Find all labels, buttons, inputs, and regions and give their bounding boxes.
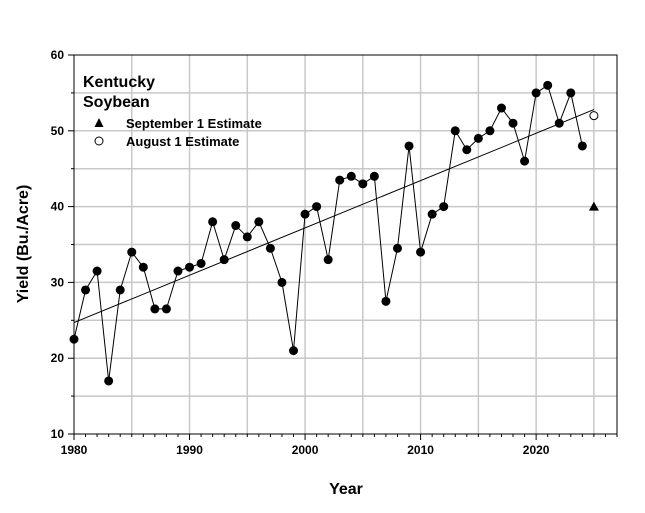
y-axis-label: Yield (Bu./Acre) <box>15 185 32 304</box>
data-point <box>138 262 148 272</box>
data-point <box>543 80 553 90</box>
data-point <box>300 209 310 219</box>
data-point <box>115 285 125 295</box>
data-point <box>554 118 564 128</box>
data-point <box>92 266 102 276</box>
x-tick-label: 2020 <box>523 443 550 457</box>
x-axis-label: Year <box>329 481 363 498</box>
x-tick-label: 2010 <box>407 443 434 457</box>
legend-label-september: September 1 Estimate <box>126 116 262 131</box>
x-tick-label: 1980 <box>61 443 88 457</box>
trend-line <box>73 109 595 324</box>
data-point <box>577 141 587 151</box>
data-point <box>416 247 426 257</box>
data-point <box>566 88 576 98</box>
data-point <box>196 258 206 268</box>
data-point <box>150 304 160 314</box>
data-point <box>381 296 391 306</box>
data-point <box>219 255 229 265</box>
data-point <box>254 217 264 227</box>
data-point <box>69 334 79 344</box>
data-point <box>277 277 287 287</box>
data-point <box>404 141 414 151</box>
chart-title-line-2: Soybean <box>83 94 150 111</box>
data-point <box>208 217 218 227</box>
data-point <box>346 171 356 181</box>
chart-title-line-1: Kentucky <box>83 74 155 91</box>
x-tick-label: 2000 <box>292 443 319 457</box>
y-tick-label: 50 <box>51 124 65 138</box>
data-point <box>450 126 460 136</box>
data-point <box>439 202 449 212</box>
data-point <box>173 266 183 276</box>
legend-marker-triangle <box>94 118 104 127</box>
data-point <box>485 126 495 136</box>
x-tick-label: 1990 <box>176 443 203 457</box>
marks <box>69 80 599 386</box>
data-point <box>427 209 437 219</box>
september-estimate-point <box>588 201 599 211</box>
y-tick-label: 10 <box>51 427 65 441</box>
data-point <box>323 255 333 265</box>
y-tick-label: 20 <box>51 351 65 365</box>
data-point <box>289 346 299 356</box>
y-tick-label: 40 <box>51 200 65 214</box>
data-point <box>161 304 171 314</box>
data-point <box>369 171 379 181</box>
data-point <box>496 103 506 113</box>
data-point <box>473 133 483 143</box>
data-point <box>520 156 530 166</box>
grid <box>74 55 617 434</box>
data-point <box>265 243 275 253</box>
data-point <box>335 175 345 185</box>
y-tick-label: 30 <box>51 275 65 289</box>
data-point <box>127 247 137 257</box>
data-point <box>185 262 195 272</box>
august-estimate-point <box>589 111 599 121</box>
legend: September 1 Estimate August 1 Estimate <box>94 116 262 149</box>
y-tick-label: 60 <box>51 48 65 62</box>
data-point <box>104 376 114 386</box>
axes: 1980 1990 2000 2010 2020 10 20 30 40 50 60 <box>51 48 618 457</box>
data-point <box>242 232 252 242</box>
legend-marker-open-circle <box>94 136 104 146</box>
data-point <box>462 145 472 155</box>
data-point <box>508 118 518 128</box>
data-point <box>81 285 91 295</box>
data-point <box>312 202 322 212</box>
data-point <box>358 179 368 189</box>
data-point <box>231 221 241 231</box>
data-point <box>531 88 541 98</box>
data-point <box>392 243 402 253</box>
legend-label-august: August 1 Estimate <box>126 134 239 149</box>
